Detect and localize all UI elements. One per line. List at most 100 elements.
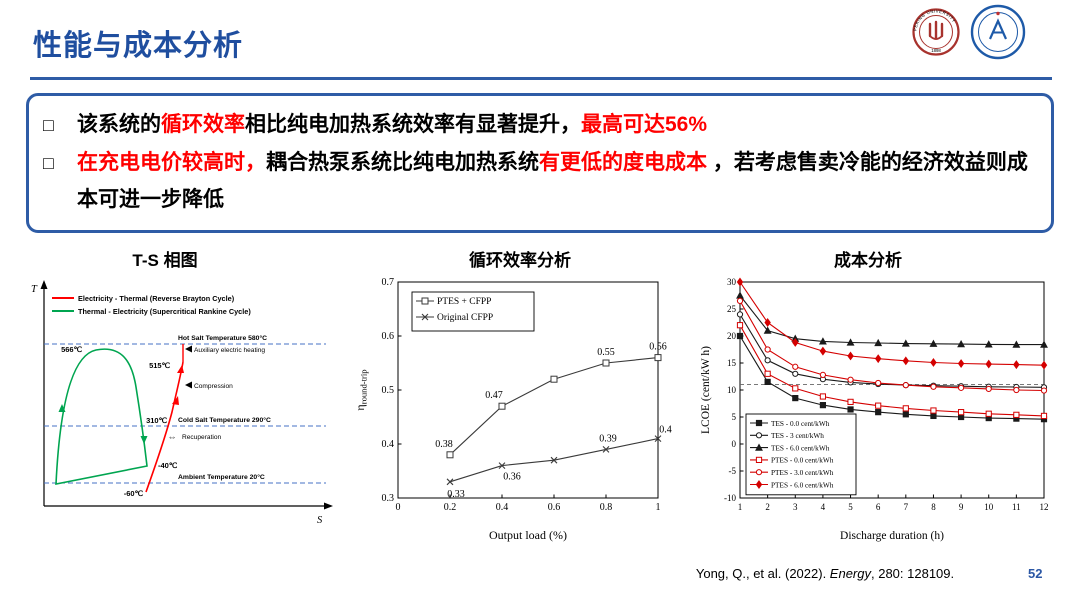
marker-square (1013, 411, 1020, 418)
marker-square (985, 410, 992, 417)
hust-seal-icon (970, 4, 1026, 60)
legend-box (411, 291, 535, 332)
efficiency-chart: 0 0.2 0.4 0.6 0.8 1 0.3 0.4 0.5 0.6 0.7 0.38 0.47 0.5… (353, 277, 672, 542)
marker-circle (736, 297, 744, 304)
x-axis-label: Discharge duration (h) (840, 530, 944, 542)
summary-bullet: □ 在充电电价较高时，耦合热泵系统比纯电加热系统有更低的度电成本 ，若考虑售卖冷能… (43, 144, 1035, 218)
x-tick-label: 3 (793, 502, 798, 512)
left-arrow-icon (185, 381, 192, 389)
y-axis-label: LCOE (cent/kW h) (700, 346, 712, 434)
marker-diamond (819, 346, 827, 356)
marker-square (902, 411, 909, 418)
series-line (739, 281, 1045, 366)
marker-square (847, 398, 854, 405)
point-label: 0.36 (503, 472, 521, 483)
bullet-text: 在充电电价较高时，耦合热泵系统比纯电加热系统有更低的度电成本 ，若考虑售卖冷能的… (77, 144, 1035, 218)
legend-label: TES - 3 cent/kWh (771, 431, 824, 440)
marker-circle (847, 376, 854, 383)
marker-diamond (957, 359, 965, 368)
peking-university-seal-icon: PEKING UNIVERSITY 1898 (912, 8, 960, 56)
recuperation-label: Recuperation (182, 434, 222, 441)
legend-label: PTES - 0.0 cent/kWh (771, 456, 834, 465)
marker-triangle (846, 338, 855, 346)
y-tick-label: 20 (727, 331, 737, 341)
marker-circle (1013, 386, 1020, 394)
marker-square (930, 407, 937, 414)
marker-square (930, 412, 937, 420)
marker-triangle (1040, 340, 1048, 348)
marker-square (764, 370, 771, 377)
marker-square (654, 354, 662, 362)
x-tick-label: 5 (848, 502, 853, 512)
legend-discharge-label: Thermal - Electricity (Supercritical Ran… (78, 307, 251, 316)
marker-triangle (957, 339, 966, 348)
marker-triangle (763, 326, 772, 334)
cost-chart: 1 2 3 4 5 6 7 8 9 10 11 12-10-5051015202530Discharg… (700, 277, 1049, 542)
temp-515-label: 515℃ (149, 361, 171, 370)
marker-square (875, 402, 882, 409)
marker-diamond (792, 338, 799, 347)
x-tick-label: 0.4 (496, 502, 509, 513)
x-tick-label: 11 (1012, 502, 1021, 512)
y-tick-label: 0.7 (382, 277, 395, 288)
y-tick-label: 0.6 (382, 331, 395, 342)
marker-square (446, 451, 454, 459)
legend-box (745, 413, 857, 496)
summary-bullets: □ 该系统的循环效率相比纯电加热系统效率有显著提升，最高可达56% □ 在充电电价较高… (43, 106, 1035, 218)
marker-square (421, 297, 429, 305)
seal-glyph-base (929, 35, 943, 40)
series-line (739, 295, 1044, 346)
marker-circle (755, 469, 763, 476)
point-label: 0.39 (599, 433, 617, 444)
temp-566-label: 566℃ (61, 345, 83, 354)
temp-310-label: 310℃ (146, 416, 168, 425)
bullet-text-segment: 该系统的 (77, 113, 161, 136)
marker-x (602, 446, 610, 453)
marker-x (550, 456, 558, 464)
marker-diamond (930, 358, 937, 367)
hust-logo (970, 4, 1026, 60)
y-tick-label: -5 (729, 466, 737, 476)
marker-square (498, 402, 506, 410)
legend-charge-label: Electricity - Thermal (Reverse Brayton C… (78, 294, 235, 303)
y-tick-label: 25 (727, 304, 737, 314)
marker-circle (957, 384, 965, 391)
point-label: 0.56 (649, 342, 667, 353)
x-axis-label: Output load (%) (489, 528, 567, 542)
marker-square (847, 406, 854, 413)
x-tick-label: 0 (396, 502, 401, 513)
marker-circle (1040, 387, 1048, 394)
x-tick-label: 1 (738, 502, 743, 512)
marker-square (602, 359, 610, 367)
marker-diamond (764, 318, 771, 327)
citation: Yong, Q., et al. (2022). Energy, 280: 12… (610, 566, 1040, 581)
marker-diamond (1040, 360, 1048, 370)
marker-circle (792, 370, 799, 377)
x-tick-label: 6 (876, 502, 881, 512)
bullet-square-icon: □ (43, 115, 54, 135)
marker-diamond (736, 277, 744, 287)
marker-triangle (874, 338, 883, 347)
marker-circle (875, 379, 882, 387)
marker-x (446, 478, 454, 486)
bullet-text-segment: 最高可达56% (581, 113, 708, 136)
page-title: 性能与成本分析 (33, 30, 244, 62)
legend-label: PTES + CFPP (437, 297, 491, 307)
bullet-text-segment: 耦合热泵系统比纯电加热系统 (266, 151, 539, 174)
point-label: 0.33 (447, 489, 465, 500)
point-label: 0.38 (435, 439, 453, 450)
aux-heating-label: Auxiliary electric heating (194, 347, 265, 354)
legend-label: TES - 6.0 cent/kWh (771, 443, 830, 452)
x-tick-label: 12 (1040, 502, 1049, 512)
left-arrow-icon (185, 345, 192, 353)
marker-square (819, 393, 827, 400)
marker-triangle (929, 339, 938, 347)
marker-square (755, 419, 763, 427)
series-line (739, 324, 1045, 417)
series-line (739, 300, 1045, 392)
marker-triangle (984, 340, 993, 348)
summary-bullet: □ 该系统的循环效率相比纯电加热系统效率有显著提升，最高可达56% (43, 106, 1035, 144)
marker-circle (930, 383, 937, 390)
y-tick-label: 30 (727, 277, 737, 287)
